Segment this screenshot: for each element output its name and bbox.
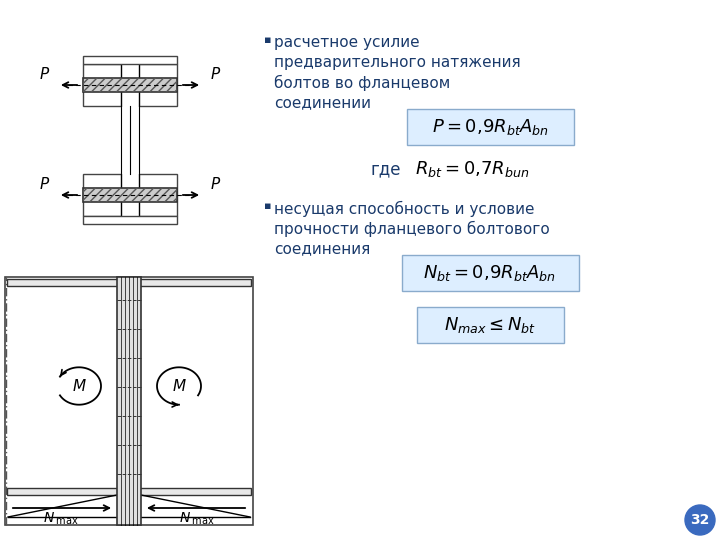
Text: $N_{max} \leq N_{bt}$: $N_{max} \leq N_{bt}$ xyxy=(444,315,536,335)
Circle shape xyxy=(685,505,715,535)
Text: соединения: соединения xyxy=(274,241,370,256)
Bar xyxy=(5,277,253,525)
Bar xyxy=(83,216,177,224)
Bar xyxy=(7,488,251,495)
Bar xyxy=(83,188,177,202)
Text: ▪: ▪ xyxy=(264,35,271,45)
Text: $M$: $M$ xyxy=(171,378,186,394)
Text: $P$: $P$ xyxy=(210,176,221,192)
Bar xyxy=(83,64,121,106)
Text: $N\,_{\rm max}$: $N\,_{\rm max}$ xyxy=(43,511,78,528)
Text: $R_{bt} = 0{,}7R_{bun}$: $R_{bt} = 0{,}7R_{bun}$ xyxy=(415,159,529,179)
Text: прочности фланцевого болтового: прочности фланцевого болтового xyxy=(274,221,550,237)
FancyBboxPatch shape xyxy=(407,109,574,145)
Text: $P$: $P$ xyxy=(39,176,50,192)
Bar xyxy=(117,277,141,525)
Text: $N\,_{\rm max}$: $N\,_{\rm max}$ xyxy=(179,511,215,528)
FancyBboxPatch shape xyxy=(416,307,564,343)
Text: $P = 0{,}9R_{bt}A_{bn}$: $P = 0{,}9R_{bt}A_{bn}$ xyxy=(431,117,549,137)
Text: $P$: $P$ xyxy=(39,66,50,82)
Bar xyxy=(139,64,177,106)
Text: $N_{bt} = 0{,}9R_{bt}A_{bn}$: $N_{bt} = 0{,}9R_{bt}A_{bn}$ xyxy=(423,263,557,283)
Text: расчетное усилие: расчетное усилие xyxy=(274,35,420,50)
Bar xyxy=(83,78,177,92)
Bar xyxy=(7,279,251,286)
Text: ▪: ▪ xyxy=(264,201,271,211)
Text: 32: 32 xyxy=(690,513,710,527)
Text: несущая способность и условие: несущая способность и условие xyxy=(274,201,534,217)
Text: болтов во фланцевом: болтов во фланцевом xyxy=(274,75,450,91)
Bar xyxy=(83,56,177,64)
Bar xyxy=(83,78,177,92)
Bar xyxy=(139,174,177,216)
Bar xyxy=(83,174,121,216)
Text: предварительного натяжения: предварительного натяжения xyxy=(274,55,521,70)
FancyBboxPatch shape xyxy=(402,255,578,291)
Bar xyxy=(83,188,177,202)
Text: $P$: $P$ xyxy=(210,66,221,82)
Text: где: где xyxy=(370,160,400,178)
Text: $M$: $M$ xyxy=(71,378,86,394)
Text: соединении: соединении xyxy=(274,95,371,110)
